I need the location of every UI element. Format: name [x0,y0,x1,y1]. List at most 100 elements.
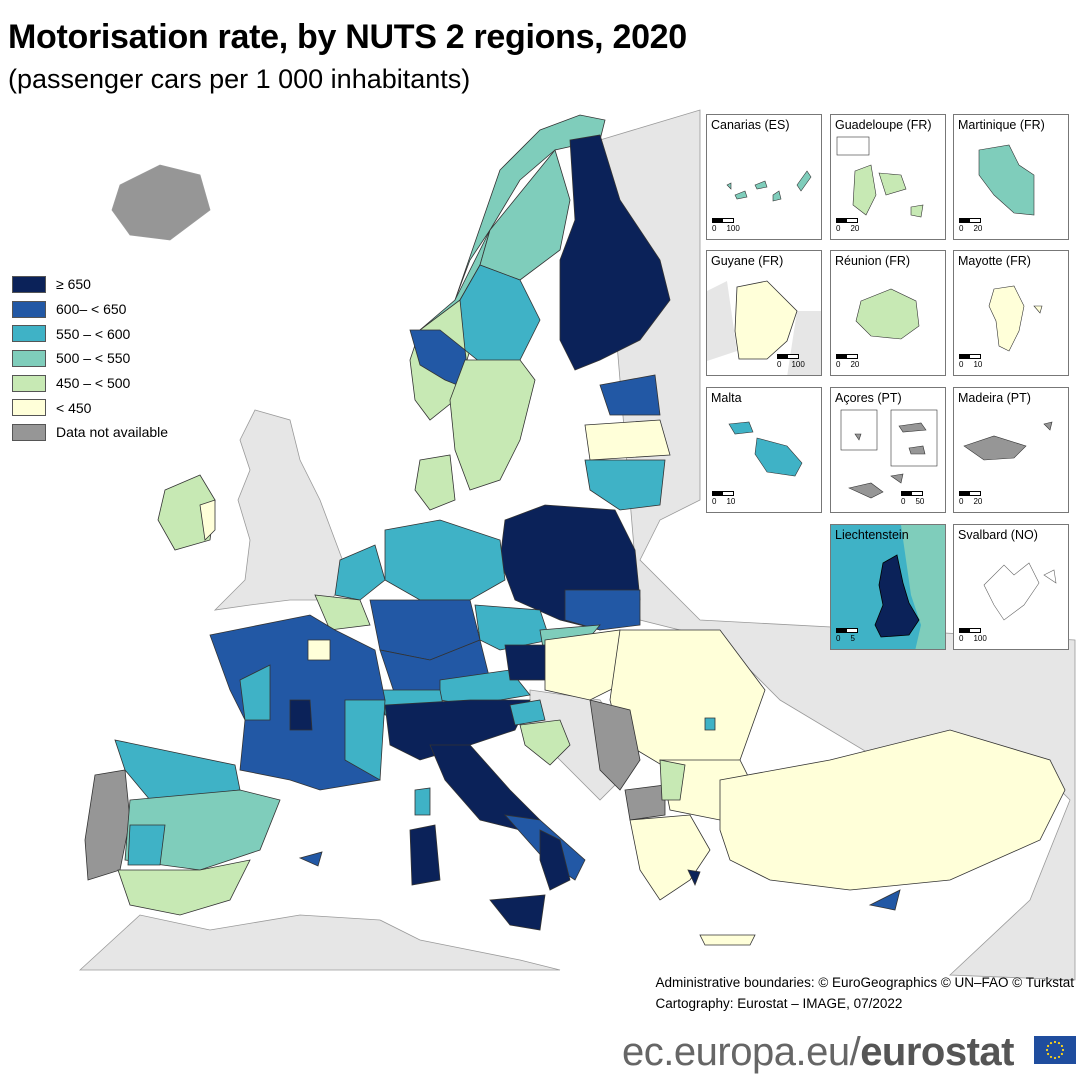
inset-guyane-map [707,280,821,375]
inset-martinique-map [978,144,1035,216]
region-sweden-south [449,359,536,491]
eu-star [1057,1041,1061,1045]
land-uk [213,409,351,611]
region-portugal [84,769,131,881]
inset-title: Madeira (PT) [958,391,1031,405]
eu-star [1053,1056,1057,1060]
region-greece [629,814,711,901]
region-bulgaria-west [659,759,686,801]
region-turkey [719,729,1066,891]
inset-title: Malta [711,391,742,405]
legend-swatch [12,374,46,392]
scale-bar: 0 100 [959,628,987,643]
region-netherlands [334,544,386,601]
region-sweden-mid [459,264,541,371]
region-latvia [584,419,671,461]
map-title: Motorisation rate, by NUTS 2 regions, 20… [8,18,687,56]
inset-canarias: Canarias (ES) 0 100 [706,114,822,240]
eu-star [1057,1055,1061,1059]
region-spain-centre [124,789,281,871]
region-belgium [314,594,371,631]
legend-label: 500 – < 550 [56,350,131,367]
map-legend: ≥ 650 600– < 650 550 – < 600 500 – < 550 450… [12,272,168,445]
legend-label: Data not available [56,424,169,441]
footer-domain: ec.europa.eu/ [622,1030,861,1074]
eu-star [1060,1044,1064,1048]
scale-bar: 0 100 [712,218,740,233]
eu-star [1061,1048,1065,1052]
region-romania-bucharest [704,717,716,731]
region-crete [699,934,756,946]
region-france-south-east [344,699,386,781]
credits-cartography: Cartography: Eurostat – IMAGE, 07/2022 [655,996,903,1011]
scale-bar: 0 100 [777,354,805,369]
inset-title: Réunion (FR) [835,254,911,268]
region-ireland-west [157,474,216,551]
inset-title: Guyane (FR) [711,254,784,268]
region-estonia [599,374,661,416]
inset-mayotte: Mayotte (FR) 0 10 [953,250,1069,376]
region-calabria [539,829,571,891]
region-serbia-area [589,699,641,791]
inset-malta-map [728,421,803,477]
region-czechia [474,604,551,651]
inset-title: Açores (PT) [835,391,902,405]
legend-item: 450 – < 500 [12,371,168,396]
legend-swatch [12,325,46,343]
region-greece-attica [687,869,701,887]
eu-star [1049,1055,1053,1059]
scale-bar: 0 50 [901,491,924,506]
region-ireland-east [199,499,216,541]
region-austria-east [504,644,551,681]
legend-label: 450 – < 500 [56,375,131,392]
inset-guyane: Guyane (FR) 0 100 [706,250,822,376]
legend-swatch [12,423,46,441]
eu-star [1049,1041,1053,1045]
legend-item: ≥ 650 [12,272,168,297]
eu-star [1045,1048,1049,1052]
legend-label: ≥ 650 [56,276,91,293]
region-slovenia [509,699,546,726]
inset-acores: Açores (PT) 0 50 [830,387,946,513]
eurostat-url[interactable]: ec.europa.eu/eurostat [622,1030,1014,1075]
land-africa [78,914,561,971]
legend-swatch [12,275,46,293]
inset-reunion: Réunion (FR) 0 20 [830,250,946,376]
region-poland-east [564,589,641,631]
region-lithuania [584,459,666,511]
inset-canarias-map [726,170,812,202]
scale-bar: 0 10 [712,491,735,506]
region-croatia [519,719,571,766]
inset-madeira: Madeira (PT) 0 20 [953,387,1069,513]
region-denmark [414,454,456,511]
region-corsica [414,787,431,816]
region-spain-north [114,739,241,801]
scale-bar: 0 20 [836,218,859,233]
scale-bar: 0 20 [836,354,859,369]
eu-star [1046,1052,1050,1056]
eu-flag-icon [1034,1036,1076,1064]
credits-boundaries: Administrative boundaries: © EuroGeograp… [655,975,1074,990]
inset-title: Martinique (FR) [958,118,1045,132]
scale-bar: 0 10 [959,354,982,369]
inset-guadeloupe: Guadeloupe (FR) 0 20 [830,114,946,240]
region-france-paris [307,639,331,661]
region-sardinia [409,824,441,886]
land-iceland [111,164,211,241]
legend-label: 550 – < 600 [56,325,131,342]
eu-star [1053,1040,1057,1044]
eu-star [1046,1044,1050,1048]
inset-svalbard: Svalbard (NO) 0 100 [953,524,1069,650]
map-credits: Administrative boundaries: © EuroGeograp… [655,972,1074,1014]
region-italy-north [384,699,531,761]
region-germany-north [384,519,506,601]
eu-star [1060,1052,1064,1056]
footer-brand: eurostat [860,1030,1014,1074]
legend-label: < 450 [56,399,92,416]
region-france-west [239,664,271,721]
inset-title: Svalbard (NO) [958,528,1038,542]
legend-item: < 450 [12,395,168,420]
region-sicily [489,894,546,931]
